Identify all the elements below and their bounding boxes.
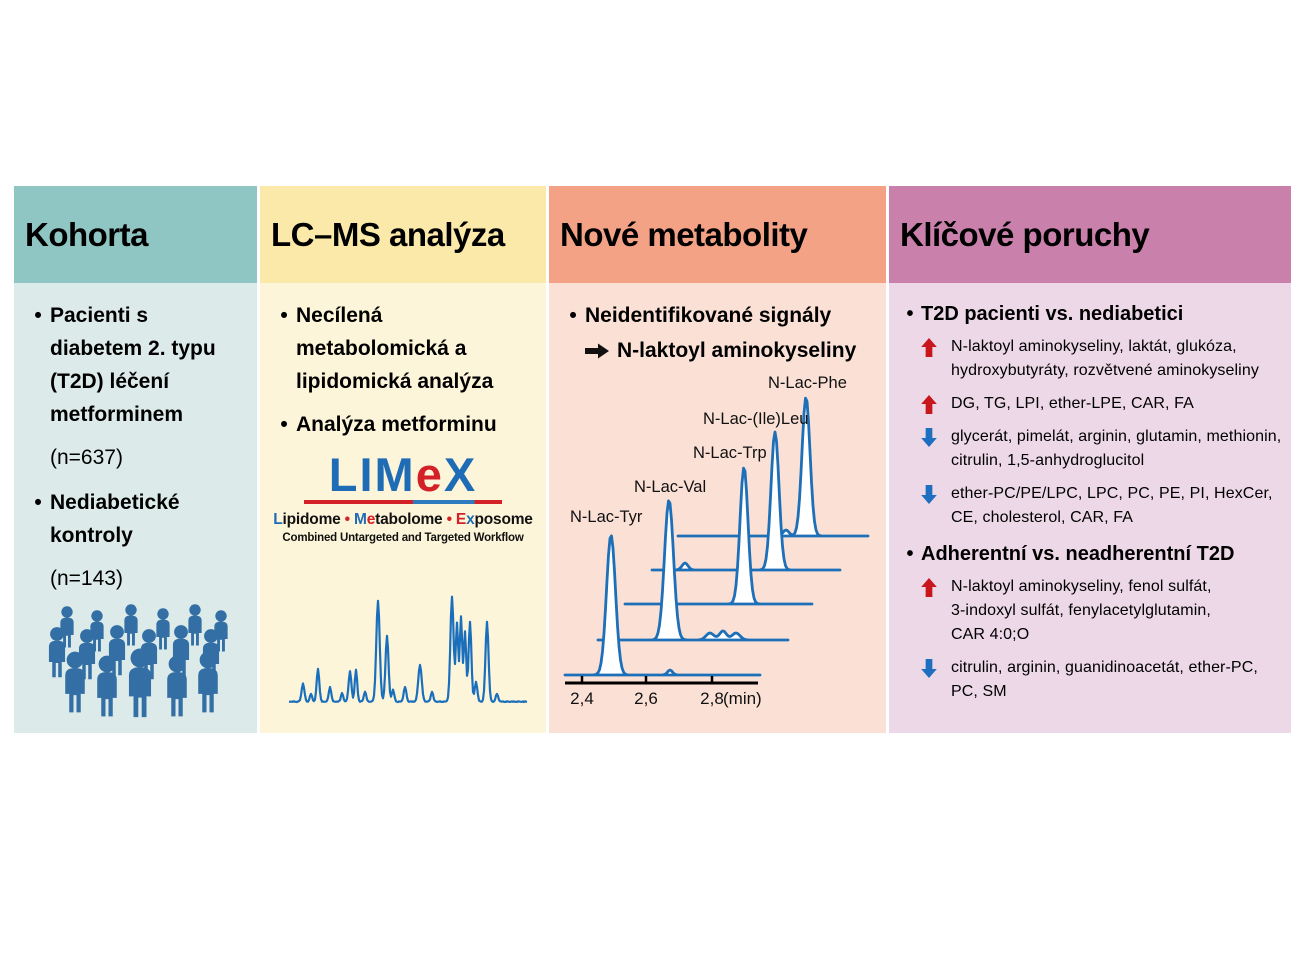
result-arrow-line: N-laktoyl aminokyseliny [585, 334, 880, 367]
finding-text: N-laktoyl aminokyseliny, laktát, glukóza… [951, 338, 1259, 379]
cohort-n637: (n=637) [50, 446, 123, 469]
tag-e: e [366, 511, 376, 528]
finding-text: glycerát, pimelát, arginin, glutamin, me… [951, 428, 1282, 469]
finding-text: DG, TG, LPI, ether-LPE, CAR, FA [951, 395, 1194, 412]
lcms-header: LC–MS analýza [260, 186, 546, 283]
signals-text: Neidentifikované signály [585, 304, 832, 327]
section-1-heading: • T2D pacienti vs. nediabetici [899, 299, 1283, 329]
svg-text:N-Lac-(Ile)Leu: N-Lac-(Ile)Leu [703, 410, 808, 428]
key-disturbances-header: Klíčové poruchy [889, 186, 1291, 283]
column-new-metabolites: Nové metabolity • Neidentifikované signá… [549, 186, 886, 733]
svg-text:N-Lac-Tyr: N-Lac-Tyr [570, 508, 643, 526]
cohort-bullet-1-text: Pacienti s diabetem 2. typu (T2D) léčení… [50, 304, 216, 426]
tag-posome: posome [474, 511, 533, 528]
tag-L: L [273, 511, 283, 528]
column-key-disturbances: Klíčové poruchy • T2D pacienti vs. nedia… [889, 186, 1291, 733]
up-arrow-icon [921, 395, 938, 414]
nlaa-text: N-laktoyl aminokyseliny [617, 339, 857, 362]
svg-text:2,6: 2,6 [634, 689, 658, 708]
tag-E: E [455, 511, 467, 528]
column-cohort: Kohorta • Pacienti s diabetem 2. typu (T… [14, 186, 257, 733]
tag-x: x [466, 511, 475, 528]
svg-text:N-Lac-Val: N-Lac-Val [634, 478, 706, 496]
finding-item: N-laktoyl aminokyseliny, laktát, glukóza… [921, 335, 1283, 383]
new-metabolites-body: • Neidentifikované signály N-laktoyl ami… [549, 283, 886, 733]
finding-item: ether-PC/PE/LPC, LPC, PC, PE, PI, HexCer… [921, 482, 1283, 530]
limex-LIM: LIM [328, 448, 416, 501]
bullet-dot: • [280, 304, 288, 327]
signals-bullet: • Neidentifikované signály [561, 299, 880, 332]
lcms-bullet-1-text: Necílená metabolomická a lipidomická ana… [296, 304, 494, 393]
svg-text:2,8: 2,8 [700, 689, 724, 708]
bullet-dot: • [34, 304, 42, 327]
cohort-body: • Pacienti s diabetem 2. typu (T2D) léče… [14, 283, 257, 733]
tag-dot2: • [442, 511, 456, 528]
down-arrow-icon [921, 428, 938, 447]
lcms-bullet-2: • Analýza metforminu [272, 408, 540, 441]
finding-item: citrulin, arginin, guanidinoacetát, ethe… [921, 656, 1283, 704]
finding-text: citrulin, arginin, guanidinoacetát, ethe… [951, 659, 1258, 700]
limex-subtitle: Combined Untargeted and Targeted Workflo… [282, 532, 524, 544]
svg-text:N-Lac-Phe: N-Lac-Phe [768, 374, 847, 392]
tag-dot1: • [340, 511, 355, 528]
cohort-n143: (n=143) [50, 567, 123, 590]
limex-e: e [415, 448, 444, 501]
lcms-body: • Necílená metabolomická a lipidomická a… [260, 283, 546, 733]
svg-text:N-Lac-Trp: N-Lac-Trp [693, 444, 767, 462]
limex-tagline: Lipidome • Metabolome • Exposome [273, 511, 533, 529]
new-metabolites-header: Nové metabolity [549, 186, 886, 283]
limex-wordmark: LIMeX [329, 451, 477, 498]
bullet-dot: • [906, 543, 914, 565]
bullet-dot: • [906, 303, 914, 325]
right-arrow-icon [585, 343, 609, 359]
finding-text: N-laktoyl aminokyseliny, fenol sulfát, 3… [951, 578, 1212, 643]
section-2-title: Adherentní vs. neadherentní T2D [921, 543, 1235, 565]
column-lcms: LC–MS analýza • Necílená metabolomická a… [260, 186, 546, 733]
up-arrow-icon [921, 578, 938, 597]
tag-ipidome: ipidome [282, 511, 341, 528]
four-column-panel: Kohorta • Pacienti s diabetem 2. typu (T… [14, 186, 1291, 733]
svg-text:2,4: 2,4 [570, 689, 594, 708]
key-disturbances-title: Klíčové poruchy [900, 215, 1150, 253]
limex-logo: LIMeX Lipidome • Metabolome • Exposome C… [260, 451, 546, 544]
limex-underline [304, 500, 502, 504]
cohort-header: Kohorta [14, 186, 257, 283]
tic-chromatogram [288, 595, 528, 704]
cohort-bullet-1: • Pacienti s diabetem 2. typu (T2D) léče… [26, 299, 251, 431]
crowd-icon [48, 604, 228, 718]
lcms-title: LC–MS analýza [271, 215, 505, 253]
down-arrow-icon [921, 659, 938, 678]
new-metabolites-title: Nové metabolity [560, 215, 808, 253]
cohort-bullet-2: • Nediabetické kontroly [26, 486, 251, 552]
cohort-title: Kohorta [25, 215, 149, 253]
lcms-bullet-1: • Necílená metabolomická a lipidomická a… [272, 299, 540, 398]
key-disturbances-body: • T2D pacienti vs. nediabetici N-laktoyl… [889, 283, 1291, 733]
svg-text:(min): (min) [723, 689, 762, 708]
finding-item: N-laktoyl aminokyseliny, fenol sulfát, 3… [921, 575, 1283, 647]
cohort-bullet-2-text: Nediabetické kontroly [50, 491, 180, 547]
up-arrow-icon [921, 338, 938, 357]
bullet-dot: • [280, 413, 288, 436]
finding-text: ether-PC/PE/LPC, LPC, PC, PE, PI, HexCer… [951, 485, 1273, 526]
bullet-dot: • [569, 304, 577, 327]
tag-M: M [354, 511, 367, 528]
bullet-dot: • [34, 491, 42, 514]
finding-item: DG, TG, LPI, ether-LPE, CAR, FA [921, 392, 1283, 416]
down-arrow-icon [921, 485, 938, 504]
section-1-title: T2D pacienti vs. nediabetici [921, 303, 1184, 325]
nlaa-chromatogram: 2,4 2,6 2,8 (min) N-Lac-Phe N-Lac-(Ile)Leu N-L… [563, 374, 870, 708]
section-2-heading: • Adherentní vs. neadherentní T2D [899, 539, 1283, 569]
limex-X: X [443, 448, 478, 501]
tag-tabolome: tabolome [375, 511, 443, 528]
lcms-bullet-2-text: Analýza metforminu [296, 413, 497, 436]
finding-item: glycerát, pimelát, arginin, glutamin, me… [921, 425, 1283, 473]
